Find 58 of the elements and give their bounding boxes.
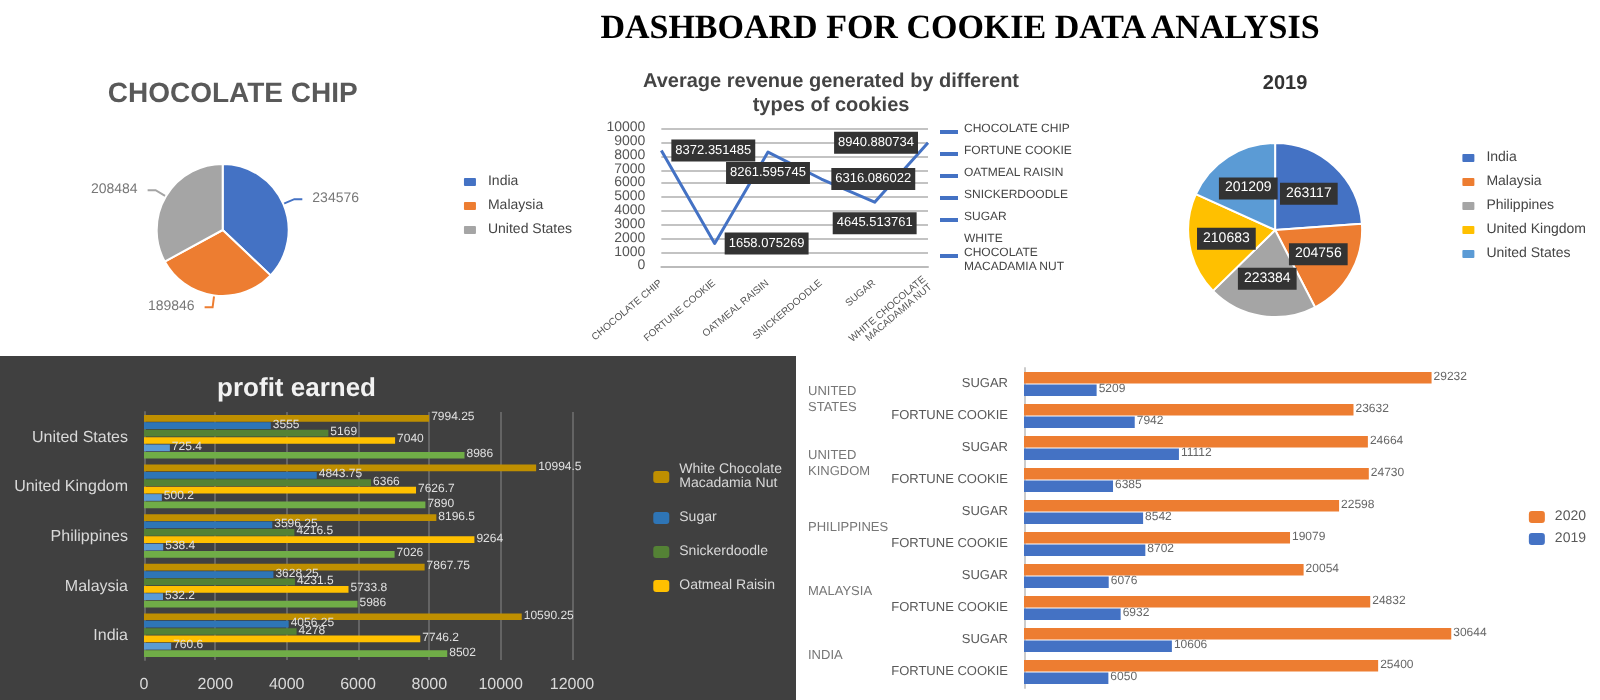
bar [1024, 660, 1379, 672]
bar [1024, 576, 1109, 588]
bar [144, 422, 271, 430]
bar [1024, 672, 1109, 684]
y-tick-label: United States [31, 427, 128, 446]
x-tick-label: 12000 [549, 675, 596, 693]
bar [144, 642, 172, 650]
bar [1024, 468, 1369, 480]
bar [144, 600, 358, 608]
bar [144, 471, 317, 479]
bar [144, 451, 465, 459]
chart-title: Average revenue generated by different types of cookies [642, 71, 1021, 117]
bar [1024, 544, 1146, 556]
chart-title: CHOCOLATE CHIP [107, 76, 358, 108]
bar [1024, 500, 1340, 512]
bar [144, 514, 437, 521]
bar [144, 585, 349, 593]
bar [144, 479, 372, 487]
chart-title: 2019 [1262, 73, 1309, 95]
bar [144, 620, 289, 628]
bar [1024, 416, 1135, 428]
bar [1024, 628, 1452, 640]
y-tick-label: United Kingdom [14, 477, 129, 496]
bar [144, 437, 396, 444]
bar [1024, 436, 1368, 448]
x-tick-label: 4000 [268, 675, 306, 693]
bar [1024, 384, 1097, 396]
x-tick-label: 2000 [197, 675, 235, 693]
bar [144, 628, 297, 635]
y-tick-label: India [93, 626, 130, 645]
bar [144, 444, 170, 452]
x-tick-label: 8000 [411, 675, 449, 693]
bar [1024, 532, 1291, 544]
bar [144, 494, 162, 501]
bar [1024, 596, 1371, 608]
bar [144, 571, 274, 578]
x-tick-label: 0 [139, 675, 150, 693]
bar [1024, 608, 1121, 620]
bar [144, 528, 295, 536]
chart-title: profit earned [217, 372, 377, 402]
bar [1024, 640, 1172, 652]
y-tick-label: Malaysia [64, 576, 130, 595]
bar [1024, 564, 1304, 576]
bar [144, 551, 395, 558]
bar [1024, 372, 1432, 384]
bar [1024, 404, 1354, 416]
bar [144, 650, 448, 658]
bar [144, 414, 430, 422]
bar [144, 536, 475, 544]
text: DASHBOARD FOR COOKIE DATA ANALYSIS [598, 6, 1322, 50]
bar [144, 613, 522, 621]
bar [1024, 512, 1144, 524]
bar [1024, 480, 1114, 492]
x-tick-label: 6000 [340, 675, 377, 693]
bar [144, 593, 163, 601]
y-tick-label: Philippines [50, 527, 128, 545]
x-tick-label: 10000 [478, 675, 525, 693]
bar [1024, 448, 1179, 460]
